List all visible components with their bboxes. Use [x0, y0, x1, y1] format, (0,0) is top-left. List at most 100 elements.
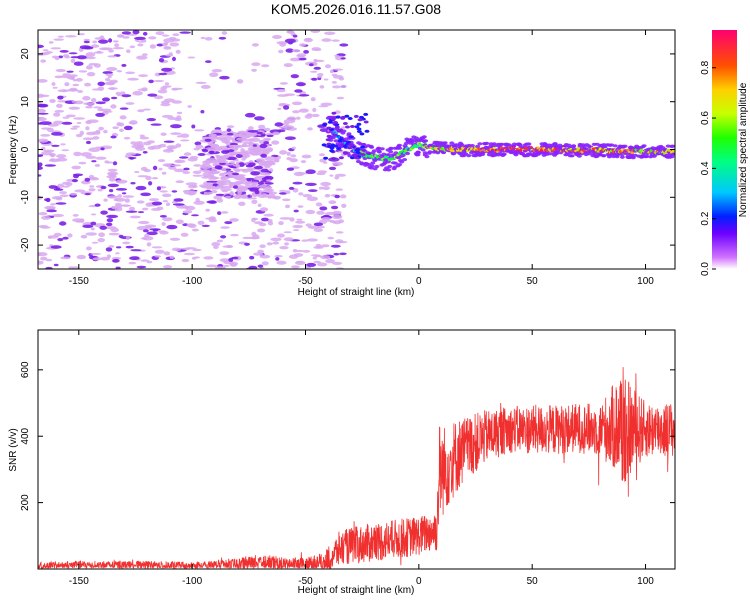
- spectrogram-signal-halo: [349, 125, 355, 128]
- spectrogram-noise-point: [121, 192, 127, 195]
- spectrogram-signal-halo: [612, 144, 618, 148]
- spectrogram-noise-point: [335, 239, 344, 244]
- spectrogram-noise-point: [62, 73, 71, 76]
- spectrogram-noise-point: [240, 148, 245, 153]
- spectrogram-signal-halo: [475, 144, 481, 148]
- spectrogram-noise-point: [324, 211, 337, 216]
- spectrogram-noise-point: [285, 204, 290, 209]
- spectrogram-noise-point: [86, 246, 92, 251]
- spectrogram-noise-point: [220, 172, 230, 175]
- spectrogram-noise-point: [323, 78, 329, 81]
- spectrogram-signal-halo: [397, 163, 402, 167]
- spectrogram-noise-point: [123, 136, 131, 140]
- spectrogram-noise-point: [283, 63, 293, 68]
- spectrogram-noise-point: [161, 67, 173, 72]
- spectrogram-noise-point: [85, 105, 93, 109]
- spectrogram-noise-point: [180, 133, 190, 138]
- spectrogram-noise-point: [335, 188, 344, 191]
- colorbar-gradient: [712, 30, 737, 269]
- spectrogram-noise-point: [209, 72, 219, 77]
- spectrogram-noise-point: [331, 73, 338, 77]
- spectrogram-signal-halo: [423, 139, 429, 143]
- spectrogram-noise-point: [294, 89, 303, 93]
- spectrogram-noise-point: [216, 239, 224, 243]
- spectrogram-noise-point: [76, 55, 87, 60]
- spectrogram-noise-point: [260, 193, 267, 196]
- spectrogram-noise-point: [142, 207, 149, 211]
- spectrogram-signal-halo: [348, 146, 354, 149]
- spectrogram-noise-point: [272, 35, 282, 39]
- spectrogram-noise-point: [162, 163, 173, 167]
- spectrogram-noise-point: [298, 57, 307, 61]
- spectrogram-noise-point: [203, 256, 214, 260]
- spectrogram-noise-point: [159, 215, 167, 218]
- spectrogram-noise-point: [76, 254, 87, 260]
- spectrogram-noise-point: [89, 252, 102, 255]
- spectrogram-noise-point: [259, 207, 269, 212]
- spectrogram-noise-point: [75, 77, 83, 82]
- spectrogram-noise-point: [40, 256, 48, 261]
- spectrogram-noise-point: [183, 190, 195, 195]
- spectrogram-signal-halo: [427, 150, 433, 154]
- spectrogram-noise-point: [108, 232, 120, 236]
- spectrogram-noise-point: [166, 202, 170, 206]
- spectrogram-noise-point: [264, 165, 271, 169]
- spectrogram-noise-point: [179, 31, 191, 34]
- snr-y-tick-label: 400: [20, 427, 31, 444]
- spectrogram-noise-point: [340, 57, 346, 60]
- spectrogram-noise-point: [172, 33, 180, 37]
- spectrogram-noise-point: [53, 38, 64, 41]
- spectrogram-noise-point: [279, 246, 289, 250]
- spectrogram-noise-point: [61, 121, 73, 125]
- spectrogram-noise-point: [226, 244, 233, 249]
- spectrogram-noise-point: [94, 37, 106, 40]
- snr-frame: [37, 329, 676, 570]
- spectrogram-signal-halo: [356, 127, 362, 131]
- spectrogram-noise-point: [226, 128, 232, 133]
- spectrogram-noise-point: [76, 122, 82, 124]
- spectrogram-noise-point: [237, 133, 243, 137]
- spectrogram-noise-point: [213, 245, 219, 249]
- spectrogram-noise-point: [290, 74, 299, 79]
- spectrogram-noise-point: [183, 152, 192, 156]
- spectrogram-noise-point: [108, 49, 114, 53]
- spectrogram-noise-point: [311, 113, 320, 118]
- spectrogram-signal-halo: [361, 148, 366, 152]
- spectrogram-noise-point: [246, 167, 258, 171]
- spectrogram-noise-point: [310, 30, 321, 33]
- spectrogram-noise-point: [125, 102, 135, 105]
- spectrogram-noise-point: [172, 56, 176, 62]
- snr-x-tick-label: -100: [182, 576, 202, 587]
- spectrogram-signal-halo: [326, 142, 332, 146]
- spectrogram-noise-point: [264, 156, 277, 161]
- spectrogram-noise-point: [50, 245, 62, 249]
- spectrogram-noise-point: [51, 144, 60, 147]
- spectrogram-signal-halo: [506, 143, 512, 147]
- spectrogram-noise-point: [100, 210, 108, 215]
- spectrogram-noise-point: [258, 124, 266, 130]
- spectrogram-noise-point: [173, 168, 186, 173]
- spectrogram-noise-point: [86, 119, 99, 123]
- colorbar-tick-label: 0.2: [700, 211, 711, 225]
- spectrogram-signal-halo: [388, 146, 394, 150]
- spectrogram-noise-point: [219, 138, 225, 141]
- spectrogram-noise-point: [305, 223, 312, 227]
- spectrogram-noise-point: [251, 217, 256, 223]
- spectrogram-noise-point: [291, 265, 300, 269]
- spectrogram-noise-point: [137, 211, 145, 214]
- spectrogram-signal-halo: [334, 125, 340, 129]
- spectrogram-noise-point: [191, 228, 199, 232]
- spectrogram-noise-point: [206, 200, 216, 204]
- spectrogram-signal-halo: [370, 161, 376, 165]
- spectrogram-noise-point: [148, 198, 160, 202]
- spectrogram-noise-point: [162, 217, 173, 222]
- spectrogram-noise-point: [59, 221, 67, 226]
- spectrogram-noise-point: [331, 81, 337, 84]
- spectrogram-noise-point: [211, 69, 223, 73]
- spectrogram-noise-point: [205, 182, 213, 187]
- spectrogram-noise-point: [187, 56, 196, 59]
- spectrogram-noise-point: [47, 235, 53, 239]
- spectrogram-noise-point: [181, 258, 190, 263]
- spectrogram-noise-point: [194, 141, 202, 146]
- spectrogram-noise-point: [276, 129, 286, 133]
